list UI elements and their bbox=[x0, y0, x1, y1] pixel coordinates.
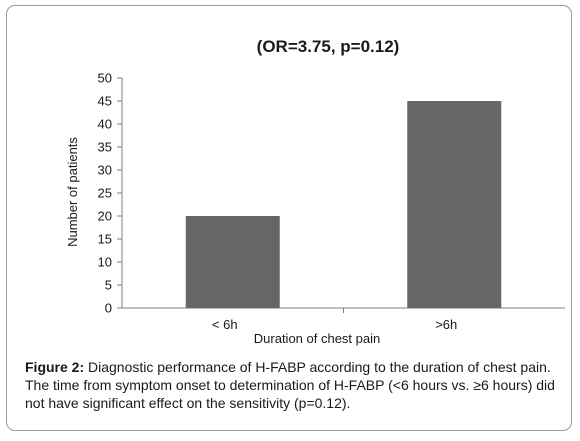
y-tick-label: 45 bbox=[98, 94, 112, 109]
x-tick-label: >6h bbox=[435, 317, 457, 332]
caption-label: Figure 2: bbox=[25, 359, 85, 375]
x-axis-label: Duration of chest pain bbox=[254, 331, 380, 346]
y-tick-label: 15 bbox=[98, 232, 112, 247]
caption-text: Diagnostic performance of H-FABP accordi… bbox=[25, 359, 555, 411]
y-tick-label: 25 bbox=[98, 186, 112, 201]
figure-caption: Figure 2: Diagnostic performance of H-FA… bbox=[25, 358, 561, 412]
y-tick-label: 35 bbox=[98, 140, 112, 155]
bar-1 bbox=[185, 216, 280, 308]
y-tick-label: 5 bbox=[105, 278, 112, 293]
y-tick-label: 10 bbox=[98, 255, 112, 270]
y-tick-label: 30 bbox=[98, 163, 112, 178]
y-tick-label: 40 bbox=[98, 117, 112, 132]
chart-title: (OR=3.75, p=0.12) bbox=[257, 37, 400, 56]
bar-2 bbox=[407, 101, 502, 308]
y-tick-label: 50 bbox=[98, 71, 112, 86]
y-tick-label: 20 bbox=[98, 209, 112, 224]
y-tick-label: 0 bbox=[105, 301, 112, 316]
x-tick-label: < 6h bbox=[212, 317, 238, 332]
y-axis-label: Number of patients bbox=[65, 137, 80, 247]
